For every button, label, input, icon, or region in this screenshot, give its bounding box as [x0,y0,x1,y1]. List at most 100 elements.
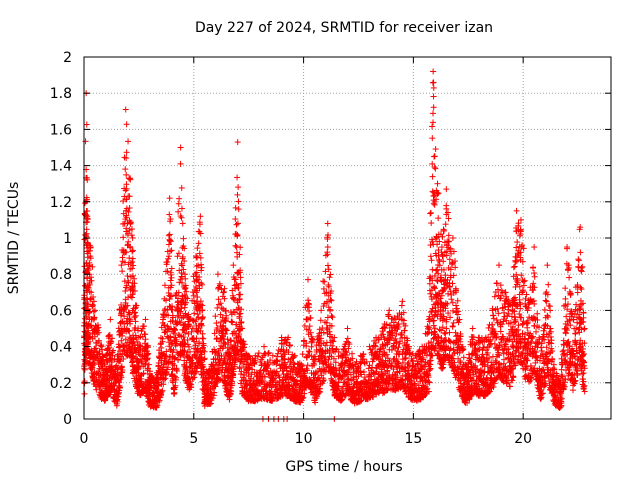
data-point [128,232,135,239]
data-point [514,239,521,246]
data-point [128,294,135,301]
data-point [120,234,127,241]
data-point [127,244,134,251]
data-point [83,194,90,201]
data-point [129,255,136,262]
data-point [398,302,405,309]
data-point [195,240,202,247]
data-point [234,174,241,181]
data-point [235,206,242,213]
data-point [124,273,131,280]
data-point [123,155,130,162]
data-point [142,316,149,323]
data-point [430,79,437,86]
data-point [176,279,183,286]
data-point [104,345,111,352]
data-point [491,293,498,300]
data-point [581,325,588,332]
data-point [114,396,121,403]
data-point [90,294,97,301]
data-point [234,191,241,198]
data-point [85,284,92,291]
data-point [513,207,520,214]
data-point [126,334,133,341]
data-point [198,261,205,268]
data-point [304,276,311,283]
data-point [144,356,151,363]
data-point [166,231,173,238]
data-point [500,350,507,357]
data-point [143,343,150,350]
data-point [434,180,441,187]
data-point [101,361,108,368]
data-point [438,244,445,251]
data-point [117,357,124,364]
data-point [81,380,88,387]
data-point [125,238,132,245]
data-points [81,68,588,422]
data-point [95,324,102,331]
data-point [141,323,148,330]
data-point [117,372,124,379]
data-point [130,352,137,359]
data-point [440,258,447,265]
data-point [430,104,437,111]
data-point [131,275,138,282]
data-point [118,262,125,269]
data-point [99,366,106,373]
data-point [344,325,351,332]
data-point [330,338,337,345]
data-point [431,201,438,208]
data-point [435,215,442,222]
data-point [324,244,331,251]
data-point [129,265,136,272]
data-point [142,331,149,338]
data-point [121,220,128,227]
data-point [131,287,138,294]
data-point [446,329,453,336]
data-point [158,334,165,341]
data-point [133,302,140,309]
data-point [98,342,105,349]
data-point [87,255,94,262]
data-point [81,328,88,335]
data-point [490,315,497,322]
data-point [133,334,140,341]
data-point [237,310,244,317]
data-point [127,219,134,226]
data-point [127,176,134,183]
data-point [180,235,187,242]
data-point [174,253,181,260]
data-point [517,216,524,223]
data-point [120,198,127,205]
data-point [122,288,129,295]
data-point [122,106,129,113]
data-point [261,343,268,350]
data-point [134,338,141,345]
data-point [107,316,114,323]
data-point [87,244,94,251]
data-point [127,320,134,327]
data-point [126,255,133,262]
data-point [88,366,95,373]
data-point [234,139,241,146]
data-point [125,138,132,145]
data-point [132,318,139,325]
data-point [122,336,129,343]
data-point [513,257,520,264]
data-point [84,215,91,222]
data-point [434,351,441,358]
data-point [446,338,453,345]
data-point [232,216,239,223]
data-point [175,250,182,257]
data-point [213,320,220,327]
data-point [123,196,130,203]
data-point [136,351,143,358]
data-point [129,248,136,255]
data-point [88,322,95,329]
data-point [106,344,113,351]
data-point [320,278,327,285]
data-point [496,262,503,269]
data-point [95,329,102,336]
data-point [192,283,199,290]
